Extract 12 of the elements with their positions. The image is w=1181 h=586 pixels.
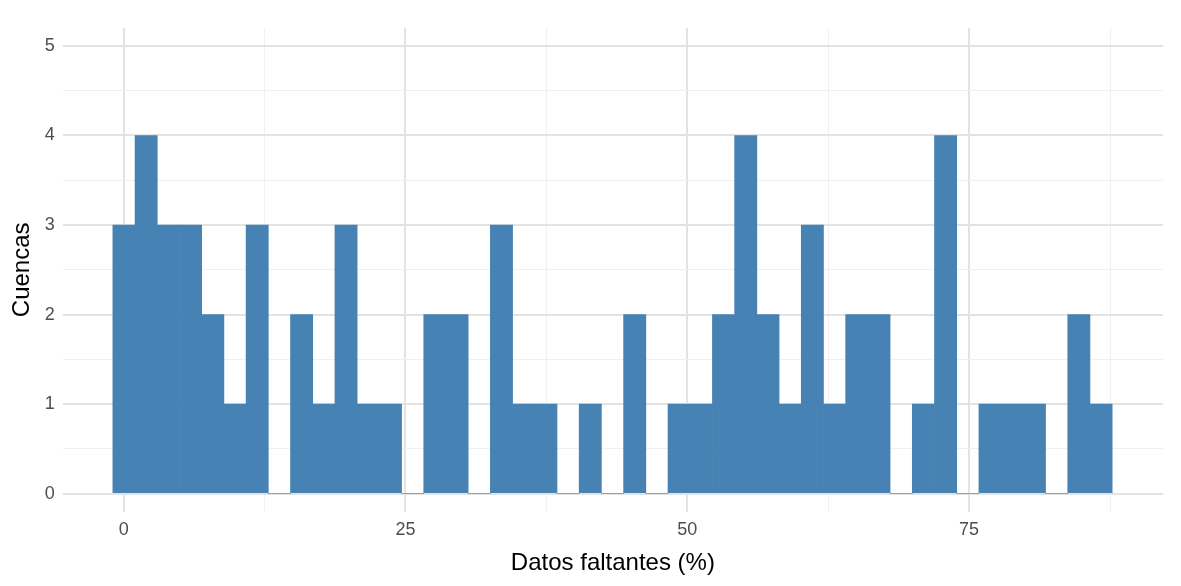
y-tick-label: 0	[44, 482, 55, 503]
x-tick-label: 25	[395, 519, 416, 540]
x-tick-label: 75	[959, 519, 980, 540]
y-tick-label: 3	[44, 213, 55, 234]
y-tick-label: 5	[44, 34, 55, 55]
y-axis-title: Cuencas	[7, 222, 35, 318]
y-tick-label: 1	[44, 393, 55, 414]
x-tick-label: 0	[118, 519, 129, 540]
y-tick-label: 4	[44, 124, 55, 145]
x-tick-label: 50	[677, 519, 698, 540]
x-axis-title: Datos faltantes (%)	[510, 548, 715, 576]
y-tick-label: 2	[44, 303, 55, 324]
